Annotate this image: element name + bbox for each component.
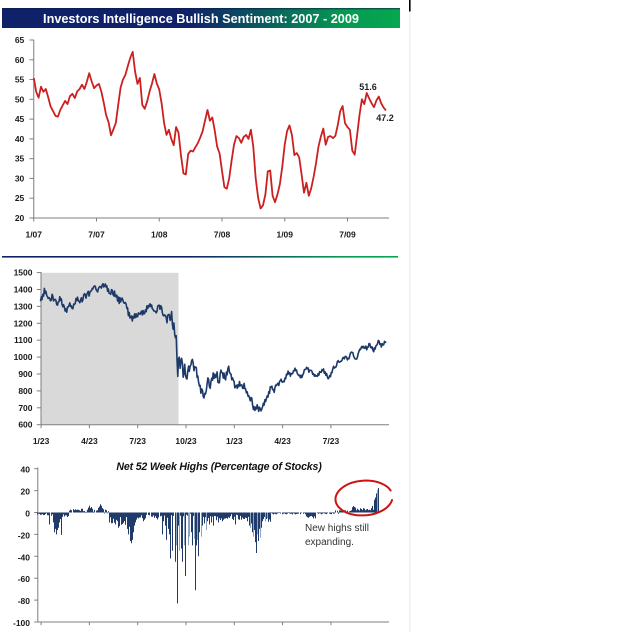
svg-text:1300: 1300 — [14, 301, 33, 311]
svg-text:60: 60 — [15, 55, 25, 65]
svg-text:1/08: 1/08 — [151, 230, 168, 240]
svg-text:-80: -80 — [18, 596, 31, 606]
svg-text:-60: -60 — [18, 574, 31, 584]
svg-text:35: 35 — [15, 154, 25, 164]
svg-text:-40: -40 — [18, 552, 31, 562]
svg-text:900: 900 — [18, 369, 32, 379]
svg-text:0: 0 — [25, 509, 30, 519]
svg-text:1/07: 1/07 — [25, 230, 42, 240]
svg-text:1500: 1500 — [14, 268, 33, 278]
svg-text:55: 55 — [15, 75, 25, 85]
svg-text:50: 50 — [15, 94, 25, 104]
svg-text:4/23: 4/23 — [274, 436, 291, 446]
svg-text:40: 40 — [15, 134, 25, 144]
svg-text:1400: 1400 — [14, 285, 33, 295]
svg-text:7/07: 7/07 — [88, 230, 105, 240]
svg-text:1/09: 1/09 — [276, 230, 293, 240]
svg-text:1000: 1000 — [14, 352, 33, 362]
svg-text:-20: -20 — [18, 530, 31, 540]
svg-text:1/23: 1/23 — [33, 436, 50, 446]
svg-text:51.6: 51.6 — [359, 82, 377, 92]
svg-text:-100: -100 — [13, 618, 30, 628]
svg-text:7/23: 7/23 — [129, 436, 146, 446]
svg-text:10/23: 10/23 — [175, 436, 197, 446]
svg-text:25: 25 — [15, 193, 25, 203]
svg-text:1/23: 1/23 — [226, 436, 243, 446]
svg-text:65: 65 — [15, 35, 25, 45]
svg-text:700: 700 — [18, 403, 32, 413]
svg-text:7/23: 7/23 — [323, 436, 340, 446]
svg-text:1100: 1100 — [14, 335, 33, 345]
svg-text:New highs still: New highs still — [305, 523, 369, 534]
svg-text:47.2: 47.2 — [376, 113, 394, 123]
svg-text:Net 52 Week Highs (Percentage: Net 52 Week Highs (Percentage of Stocks) — [116, 461, 322, 473]
svg-text:7/08: 7/08 — [214, 230, 231, 240]
svg-text:20: 20 — [15, 213, 25, 223]
svg-text:1200: 1200 — [14, 318, 33, 328]
svg-text:40: 40 — [21, 465, 31, 475]
svg-text:800: 800 — [18, 386, 32, 396]
svg-text:45: 45 — [15, 114, 25, 124]
svg-text:4/23: 4/23 — [81, 436, 98, 446]
svg-text:600: 600 — [18, 420, 32, 430]
svg-text:20: 20 — [21, 487, 31, 497]
svg-text:7/09: 7/09 — [339, 230, 356, 240]
svg-text:expanding.: expanding. — [305, 537, 354, 548]
svg-text:Investors Intelligence Bullish: Investors Intelligence Bullish Sentiment… — [43, 12, 359, 26]
svg-text:30: 30 — [15, 173, 25, 183]
